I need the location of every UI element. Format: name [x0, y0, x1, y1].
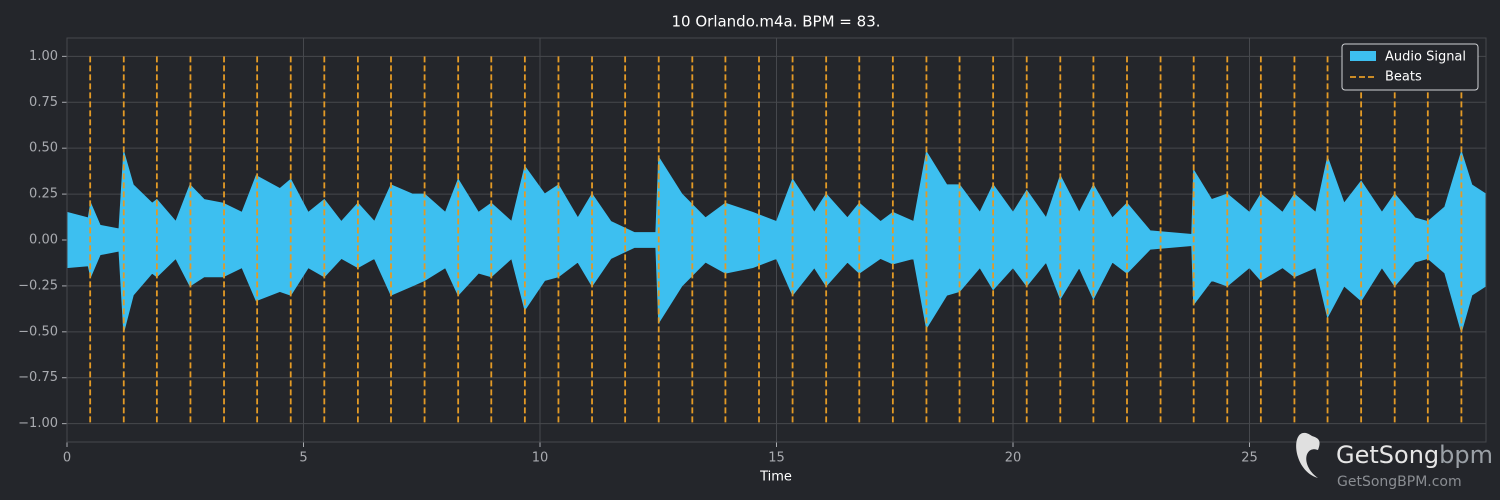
chart-title: 10 Orlando.m4a. BPM = 83. — [671, 13, 880, 31]
x-tick-label: 20 — [1005, 451, 1022, 466]
y-tick-label: −0.50 — [18, 324, 58, 339]
y-tick-label: −0.75 — [18, 370, 58, 385]
x-axis-label: Time — [759, 470, 792, 485]
y-tick-label: 0.75 — [29, 95, 58, 110]
y-tick-label: 1.00 — [29, 49, 58, 64]
y-tick-label: 0.00 — [29, 233, 58, 248]
x-tick-label: 0 — [63, 451, 71, 466]
y-tick-label: −0.25 — [18, 278, 58, 293]
watermark-brand-text: GetSong — [1336, 441, 1439, 469]
watermark: GetSongbpm GetSongBPM.com — [1296, 432, 1493, 490]
plot-frame — [66, 37, 1487, 443]
watermark-url: GetSongBPM.com — [1337, 474, 1462, 490]
legend-label: Audio Signal — [1385, 50, 1466, 65]
watermark-logo — [1296, 432, 1320, 478]
legend-swatch — [1350, 51, 1376, 61]
plot: 1.00 0.75 0.50 0.25 0.00 −0.25 −0.50 −0.75 −1.00… — [18, 37, 1487, 466]
x-tick-label: 5 — [299, 451, 307, 466]
waveform-upper — [66, 150, 1487, 241]
y-tick-label: −1.00 — [18, 416, 58, 431]
x-tick-label: 25 — [1241, 451, 1258, 466]
watermark-brand-accent: bpm — [1439, 441, 1493, 469]
x-tick-label: 15 — [768, 451, 785, 466]
x-tick-label: 10 — [532, 451, 549, 466]
waveform-lower — [66, 239, 1487, 334]
legend-label: Beats — [1385, 70, 1422, 85]
y-tick-label: 0.50 — [29, 141, 58, 156]
watermark-brand: GetSongbpm — [1336, 441, 1493, 469]
y-tick-label: 0.25 — [29, 187, 58, 202]
